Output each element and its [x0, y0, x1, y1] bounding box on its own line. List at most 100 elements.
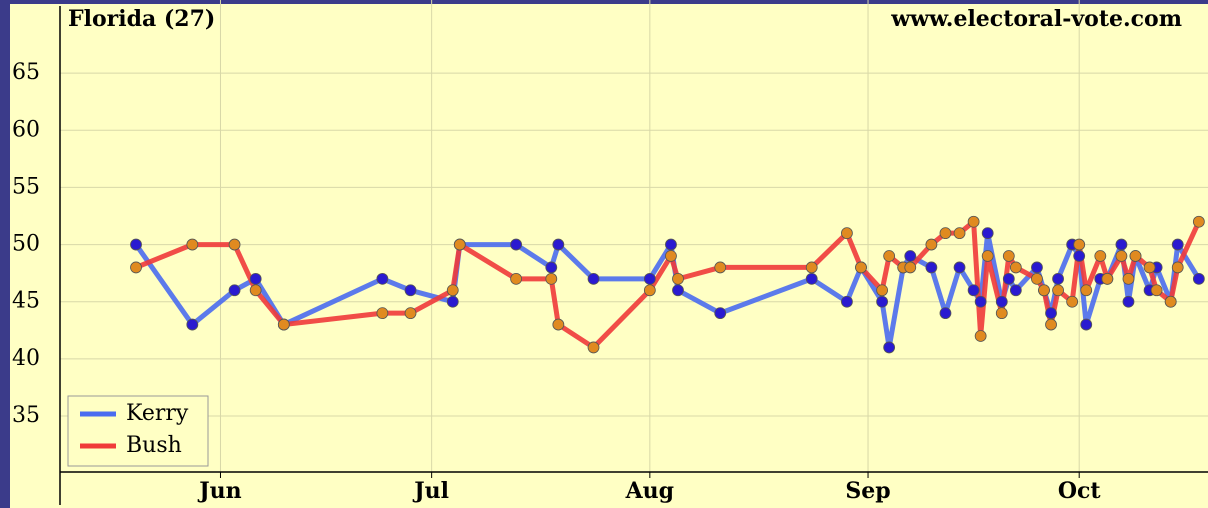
- data-point: [1171, 261, 1184, 274]
- source-annotation: www.electoral-vote.com: [890, 6, 1182, 32]
- data-point: [228, 284, 241, 297]
- data-point: [805, 261, 818, 274]
- data-point: [249, 272, 262, 285]
- data-point: [974, 295, 987, 308]
- data-point: [714, 261, 727, 274]
- data-point: [995, 295, 1008, 308]
- data-point: [665, 250, 677, 262]
- y-tick-label: 60: [12, 117, 40, 142]
- data-point: [672, 284, 684, 297]
- data-point: [1115, 250, 1128, 262]
- data-point: [376, 307, 389, 320]
- data-point: [1171, 238, 1184, 251]
- data-point: [453, 238, 466, 251]
- y-tick-label: 55: [12, 174, 40, 199]
- y-tick-label: 65: [12, 60, 40, 85]
- legend-label: Kerry: [126, 401, 189, 426]
- data-point: [1143, 261, 1156, 274]
- data-point: [1031, 261, 1043, 274]
- data-point: [1052, 284, 1064, 297]
- data-point: [1002, 250, 1015, 262]
- data-point: [1122, 272, 1135, 285]
- data-point: [995, 307, 1008, 320]
- data-point: [1045, 307, 1057, 320]
- x-tick-label: Jul: [412, 478, 449, 504]
- y-tick-label: 45: [12, 289, 40, 314]
- data-point: [376, 272, 389, 285]
- data-point: [841, 227, 853, 240]
- data-point: [1094, 250, 1107, 262]
- data-point: [876, 295, 889, 308]
- data-point: [587, 272, 600, 285]
- data-point: [643, 272, 656, 285]
- data-point: [1101, 272, 1114, 285]
- data-point: [876, 284, 889, 297]
- data-point: [1009, 284, 1022, 297]
- y-tick-label: 35: [12, 403, 40, 428]
- data-point: [1002, 272, 1015, 285]
- data-point: [1080, 284, 1093, 297]
- y-tick-label: 50: [12, 232, 40, 257]
- legend-label: Bush: [126, 433, 182, 458]
- data-point: [186, 238, 199, 251]
- data-point: [904, 250, 917, 262]
- data-point: [981, 227, 994, 240]
- data-point: [545, 261, 558, 274]
- data-point: [1038, 284, 1050, 297]
- data-point: [552, 318, 565, 331]
- data-point: [1150, 284, 1163, 297]
- data-point: [228, 238, 241, 251]
- data-point: [186, 318, 199, 331]
- y-tick-label: 40: [12, 346, 40, 371]
- data-point: [714, 307, 727, 320]
- data-point: [672, 272, 684, 285]
- data-point: [883, 250, 896, 262]
- data-point: [967, 284, 980, 297]
- data-point: [587, 341, 600, 354]
- data-point: [446, 295, 459, 308]
- data-point: [981, 250, 994, 262]
- data-point: [643, 284, 656, 297]
- x-tick-label: Aug: [625, 478, 674, 504]
- data-point: [904, 261, 917, 274]
- data-point: [953, 261, 966, 274]
- data-point: [841, 295, 853, 308]
- data-point: [130, 238, 142, 251]
- data-point: [1073, 238, 1086, 251]
- data-point: [925, 261, 938, 274]
- data-point: [953, 227, 966, 240]
- data-point: [665, 238, 677, 251]
- data-point: [1080, 318, 1093, 331]
- data-point: [1073, 250, 1086, 262]
- data-point: [404, 307, 417, 320]
- data-point: [974, 330, 987, 342]
- data-point: [939, 227, 952, 240]
- data-point: [1164, 295, 1177, 308]
- data-point: [510, 272, 523, 285]
- grid: [60, 0, 1208, 472]
- data-point: [552, 238, 565, 251]
- data-point: [446, 284, 459, 297]
- data-point: [130, 261, 142, 274]
- x-tick-label: Sep: [845, 478, 890, 504]
- data-point: [925, 238, 938, 251]
- data-point: [510, 238, 523, 251]
- data-point: [1115, 238, 1128, 251]
- data-point: [1052, 272, 1064, 285]
- data-point: [1066, 295, 1079, 308]
- data-point: [545, 272, 558, 285]
- data-point: [1122, 295, 1135, 308]
- data-point: [1192, 272, 1205, 285]
- chart-title: Florida (27): [68, 6, 215, 32]
- legend-box: [67, 395, 209, 467]
- data-point: [855, 261, 867, 274]
- x-tick-label: Jun: [197, 478, 241, 504]
- data-point: [1045, 318, 1057, 331]
- data-point: [277, 318, 290, 331]
- data-point: [1031, 272, 1043, 285]
- data-point: [1129, 250, 1142, 262]
- data-point: [1009, 261, 1022, 274]
- data-point: [883, 341, 896, 354]
- data-point: [967, 215, 980, 228]
